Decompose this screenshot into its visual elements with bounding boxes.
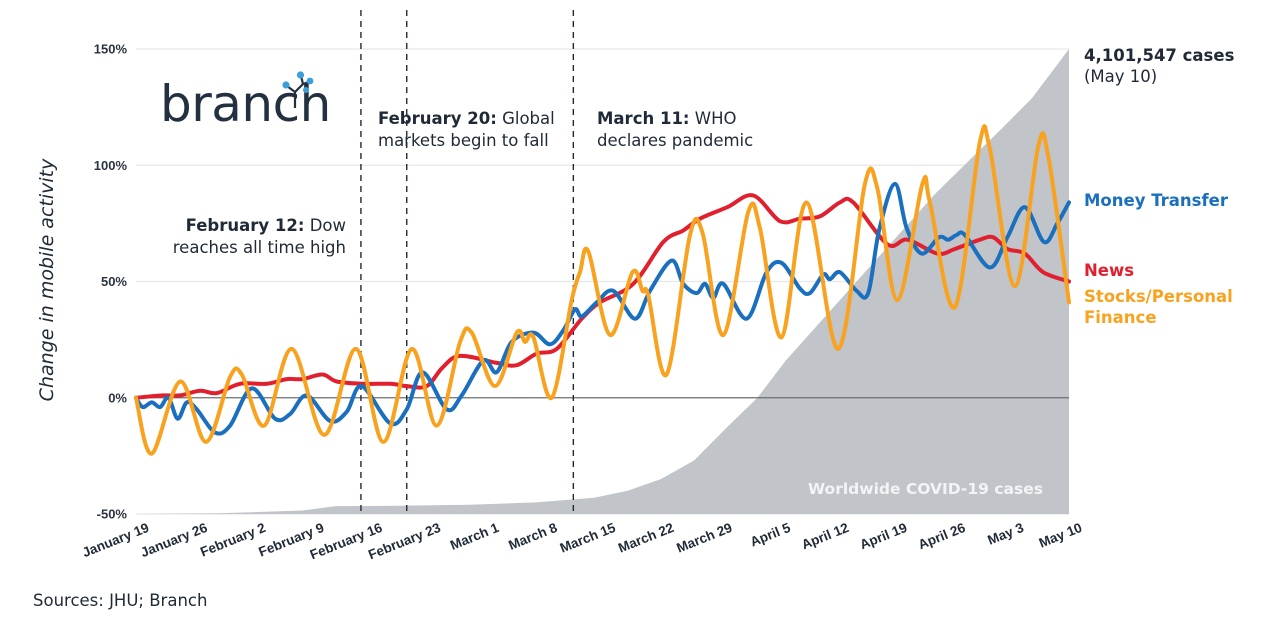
x-tick-label: March 8 — [506, 520, 559, 553]
annotation-feb12-text1: Dow — [304, 216, 346, 235]
x-tick-label: April 19 — [858, 520, 910, 552]
x-tick-label: March 22 — [616, 520, 676, 556]
annotation-mar11-date: March 11: — [597, 109, 690, 128]
branch-logo: branch — [160, 70, 340, 140]
sources-note: Sources: JHU; Branch — [33, 591, 208, 610]
x-tick-label: May 10 — [1037, 520, 1084, 551]
x-tick-label: February 2 — [198, 520, 268, 560]
series-line-money-transfer — [134, 181, 1071, 436]
legend-stocks: Stocks/Personal Finance — [1084, 287, 1233, 327]
annotation-feb12: February 12: Dow reaches all time high — [160, 215, 346, 259]
y-tick-label: -50% — [97, 507, 128, 522]
x-tick-label: March 15 — [558, 520, 618, 556]
annotation-feb20-text2: markets begin to fall — [378, 131, 549, 150]
x-tick-label: January 19 — [80, 520, 151, 560]
y-axis-label: Change in mobile activity — [36, 158, 58, 401]
x-tick-label: April 26 — [916, 520, 968, 553]
legend-money-transfer: Money Transfer — [1084, 191, 1228, 210]
annotation-mar11-text2: declares pandemic — [597, 131, 754, 150]
y-axis-ticks: 150% 100% 50% 0% -50% — [94, 42, 128, 522]
x-tick-label: March 1 — [448, 520, 501, 553]
annotation-feb12-text2: reaches all time high — [172, 238, 346, 257]
logo-tree-icon — [282, 71, 314, 108]
legend-news: News — [1084, 261, 1135, 280]
y-tick-label: 50% — [101, 274, 127, 289]
x-tick-label: April 12 — [799, 520, 851, 552]
covid-area-label: Worldwide COVID-19 cases — [808, 480, 1043, 498]
series-lines — [134, 124, 1071, 456]
x-tick-label: March 29 — [674, 520, 734, 556]
x-tick-label: January 26 — [138, 520, 209, 561]
event-lines — [360, 10, 575, 514]
cases-total: 4,101,547 cases — [1084, 46, 1235, 65]
annotation-mar11-text1: WHO — [689, 109, 737, 128]
y-tick-label: 0% — [108, 390, 127, 405]
series-line-stocks-personal-finance — [134, 124, 1071, 456]
cases-callout: 4,101,547 cases (May 10) — [1084, 45, 1234, 87]
annotation-mar11: March 11: WHO declares pandemic — [597, 108, 753, 152]
cases-date: (May 10) — [1084, 67, 1158, 86]
x-tick-label: May 3 — [985, 520, 1026, 548]
y-tick-label: 100% — [94, 158, 128, 173]
y-tick-label: 150% — [94, 42, 128, 57]
annotation-feb12-date: February 12: — [185, 216, 305, 235]
annotation-feb20-text1: Global — [496, 109, 555, 128]
annotation-feb20-date: February 20: — [378, 109, 497, 128]
x-tick-label: April 5 — [748, 520, 793, 550]
annotation-feb20: February 20: Global markets begin to fal… — [378, 108, 555, 152]
